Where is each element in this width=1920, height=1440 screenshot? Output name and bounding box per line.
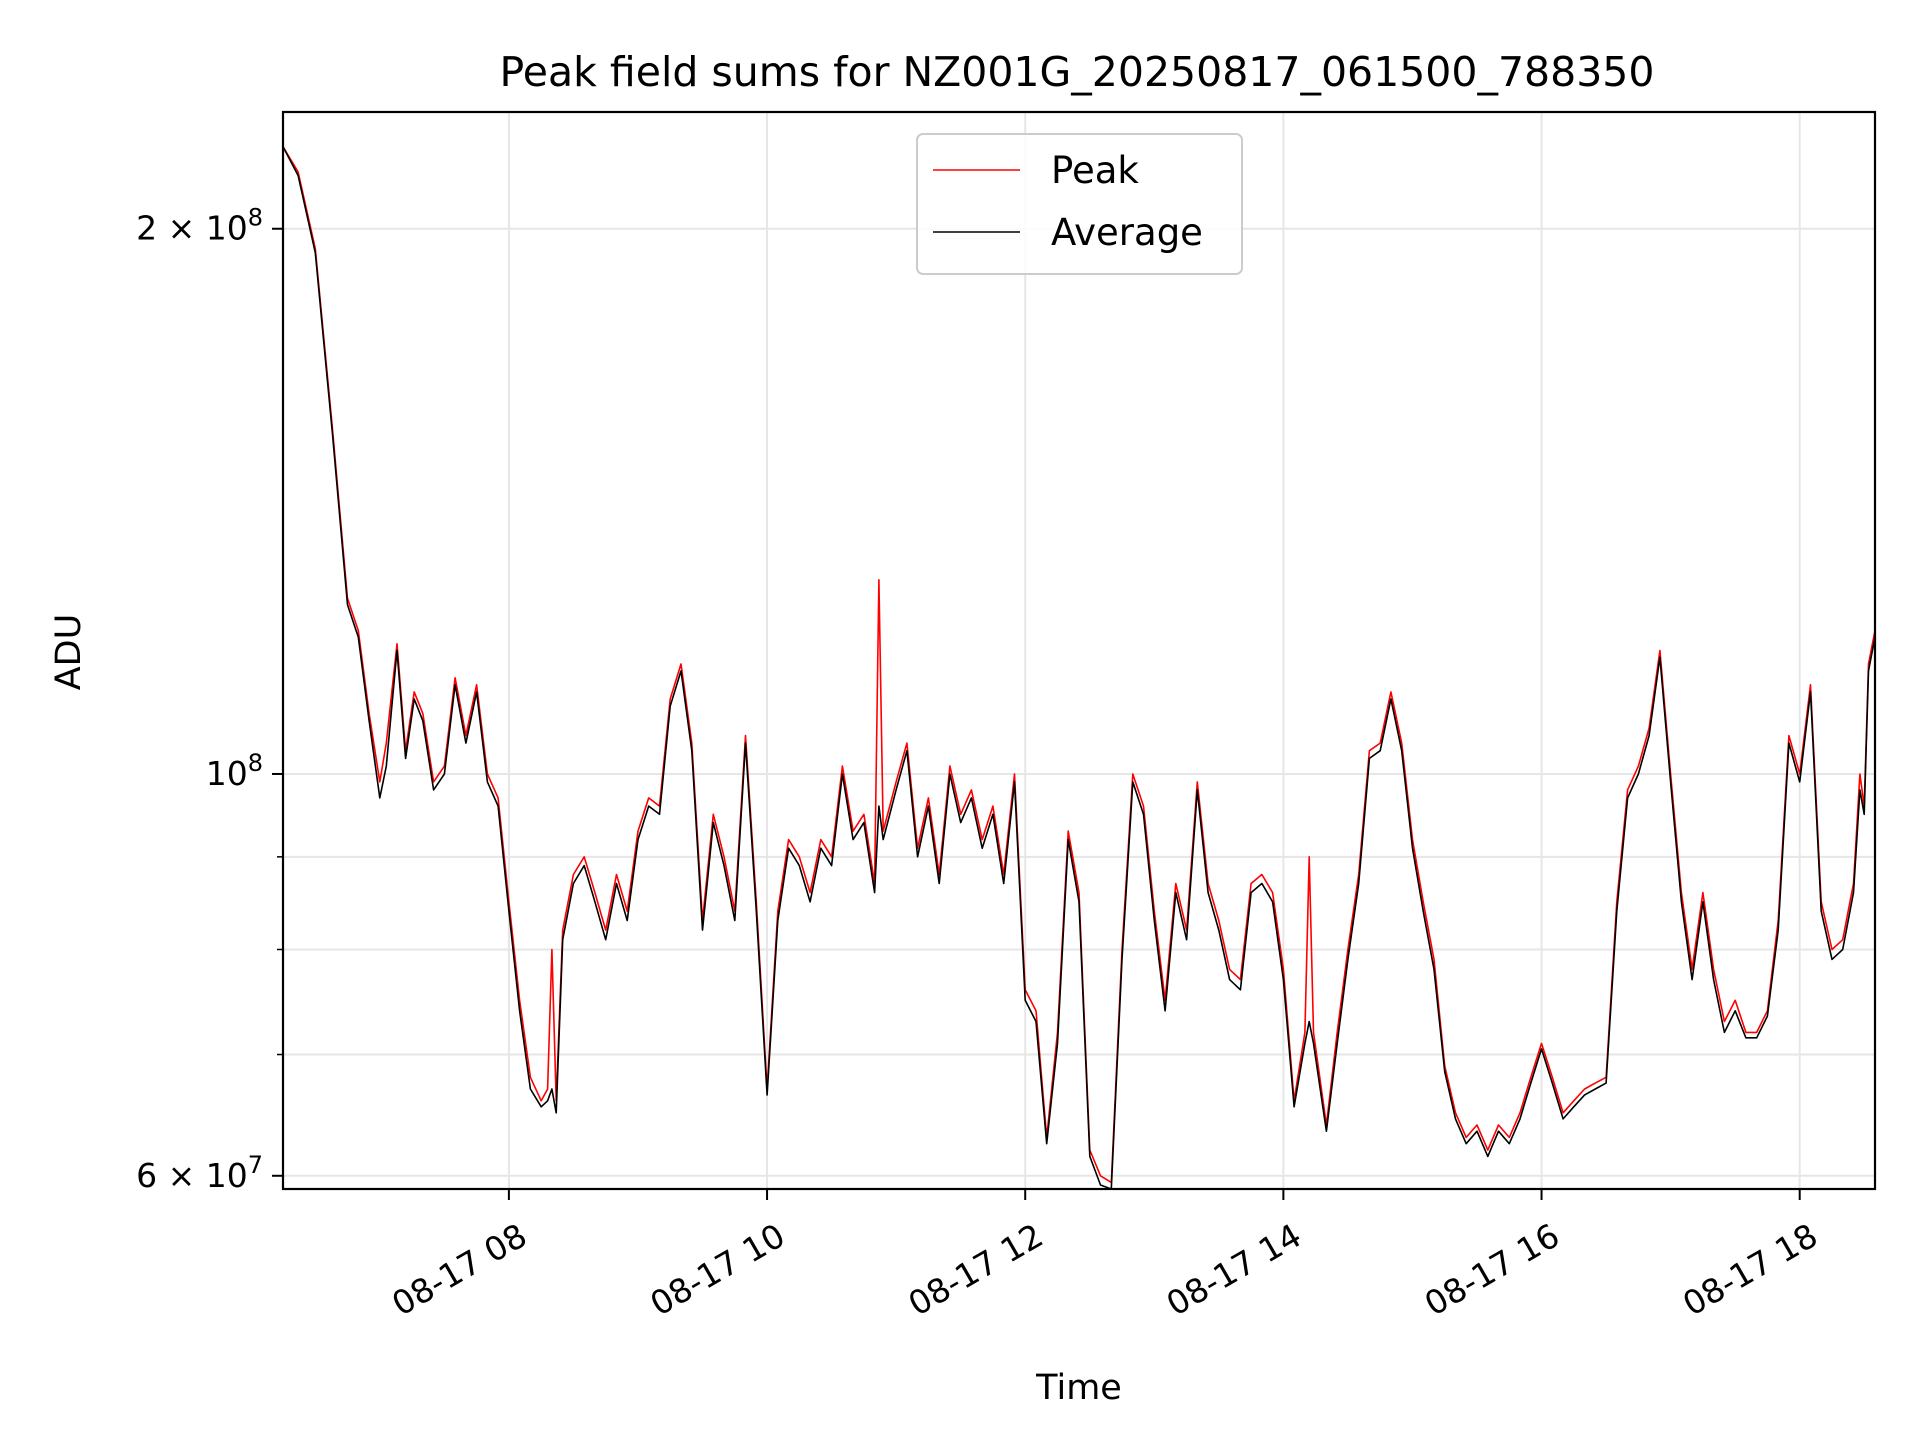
legend-label-average: Average [1051, 211, 1203, 254]
grid [283, 112, 1875, 1189]
chart-title: Peak field sums for NZ001G_20250817_0615… [500, 48, 1655, 96]
legend-label-peak: Peak [1051, 149, 1139, 192]
y-tick-label-base: 2 × 10 [136, 209, 248, 248]
y-tick-label-exponent: 8 [248, 749, 263, 777]
y-tick-label: 2 × 108 [136, 204, 263, 248]
y-tick-label: 6 × 107 [136, 1151, 263, 1195]
y-tick-label-exponent: 8 [248, 204, 263, 232]
y-tick-label-exponent: 7 [248, 1151, 263, 1179]
y-axis-title: ADU [49, 614, 89, 691]
x-axis-title: Time [1035, 1368, 1122, 1408]
series-line-average [283, 146, 1875, 1189]
plot-frame [281, 110, 1877, 1191]
series-lines [283, 146, 1875, 1189]
legend-box [916, 133, 1243, 275]
y-tick-label: 108 [206, 749, 263, 793]
y-tick-label-base: 10 [206, 754, 248, 793]
y-tick-label-base: 6 × 10 [136, 1156, 248, 1195]
legend: Peak Average [916, 133, 1243, 275]
